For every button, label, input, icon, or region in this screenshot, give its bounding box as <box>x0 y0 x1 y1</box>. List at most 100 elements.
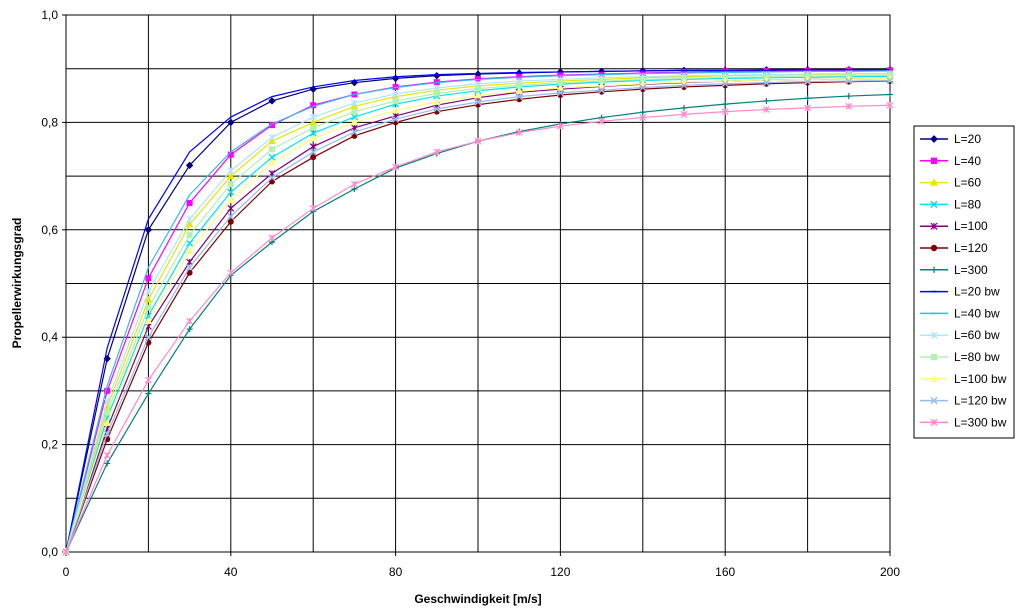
data-point <box>310 124 317 131</box>
series-layer <box>62 66 894 556</box>
data-point <box>845 77 853 85</box>
data-point <box>103 398 111 406</box>
data-point <box>762 106 770 113</box>
legend-item: L=100 <box>920 219 988 233</box>
series-line <box>65 69 890 553</box>
data-point <box>680 110 688 118</box>
x-tick-label: 160 <box>715 565 735 579</box>
y-tick-label: 0,2 <box>41 438 58 452</box>
data-point <box>144 376 152 384</box>
data-point <box>268 174 276 182</box>
data-point <box>392 115 400 123</box>
data-point <box>930 266 938 273</box>
data-point <box>763 97 770 104</box>
data-point <box>930 244 938 252</box>
x-axis-ticks: 0 40 80 120 160 200 <box>63 552 900 579</box>
legend: L=20 L=40 L=60 L=80 L=100 L=120 L=300 L=20 bw L=… <box>913 125 1015 439</box>
data-point <box>392 97 399 104</box>
data-point <box>227 218 234 225</box>
data-point <box>350 128 358 136</box>
data-point <box>351 108 358 115</box>
data-point <box>144 226 153 234</box>
y-tick-label: 0,4 <box>41 330 58 344</box>
legend-label: L=300 bw <box>954 415 1007 429</box>
legend-label: L=20 bw <box>954 285 1000 299</box>
legend-label: L=60 bw <box>954 328 1000 342</box>
data-point <box>227 204 235 212</box>
data-point <box>185 161 194 170</box>
legend-box <box>913 125 1015 439</box>
data-point <box>639 114 647 121</box>
data-point <box>432 97 441 105</box>
y-tick-label: 0,6 <box>41 223 58 237</box>
data-point <box>515 87 524 95</box>
data-point <box>103 419 112 427</box>
data-point <box>268 137 276 145</box>
data-point <box>721 108 729 116</box>
data-point <box>556 84 565 91</box>
legend-item: L=80 bw <box>920 350 1000 364</box>
data-point <box>309 148 317 156</box>
legend-item: L=300 bw <box>920 415 1007 429</box>
data-point <box>681 104 687 111</box>
legend-item: L=20 <box>920 132 981 146</box>
legend-item: L=300 <box>920 263 988 277</box>
data-point <box>351 132 358 139</box>
data-point <box>845 93 852 100</box>
data-point <box>227 167 235 175</box>
legend-item: L=60 <box>920 176 981 190</box>
data-point <box>930 135 938 143</box>
legend-label: L=100 <box>954 219 988 233</box>
data-point <box>639 83 647 92</box>
x-tick-label: 0 <box>63 565 70 579</box>
data-point <box>930 222 938 230</box>
data-point <box>309 204 317 212</box>
data-point <box>268 158 276 166</box>
data-point <box>474 137 482 145</box>
series-l-40-bw <box>65 70 891 553</box>
legend-item: L=80 <box>920 197 981 211</box>
data-point <box>227 118 235 127</box>
data-point <box>186 215 194 223</box>
data-point <box>186 239 194 247</box>
data-point <box>556 89 564 97</box>
x-tick-label: 80 <box>389 565 403 579</box>
data-point <box>804 78 812 86</box>
data-point <box>226 196 235 204</box>
data-point <box>433 148 441 156</box>
data-point <box>598 117 606 125</box>
y-tick-label: 1,0 <box>41 8 58 22</box>
x-tick-label: 120 <box>550 565 570 579</box>
data-point <box>433 105 441 113</box>
data-point <box>515 129 523 137</box>
data-point <box>930 157 938 165</box>
data-point <box>103 430 111 438</box>
data-point <box>350 113 358 121</box>
legend-label: L=40 bw <box>954 306 1000 320</box>
data-point <box>144 288 152 295</box>
legend-label: L=80 bw <box>954 350 1000 364</box>
data-point <box>680 81 688 89</box>
legend-label: L=100 bw <box>954 372 1007 386</box>
data-point <box>185 247 194 255</box>
data-point <box>186 317 194 325</box>
data-point <box>930 353 938 361</box>
legend-label: L=120 bw <box>954 394 1007 408</box>
data-point <box>103 451 111 459</box>
data-point <box>145 390 152 397</box>
data-point <box>104 460 111 467</box>
data-point <box>309 134 318 142</box>
data-point <box>433 84 441 92</box>
data-point <box>392 90 400 98</box>
data-point <box>145 304 152 311</box>
y-axis-ticks: 0,0 0,2 0,4 0,6 0,8 1,0 <box>41 8 66 559</box>
x-axis-title: Geschwindigkeit [m/s] <box>414 592 541 606</box>
data-point <box>474 98 482 106</box>
data-point <box>62 548 70 556</box>
data-point <box>104 387 111 394</box>
data-point <box>887 91 893 98</box>
data-point <box>144 333 152 341</box>
data-point <box>929 178 939 186</box>
data-point <box>145 275 152 282</box>
